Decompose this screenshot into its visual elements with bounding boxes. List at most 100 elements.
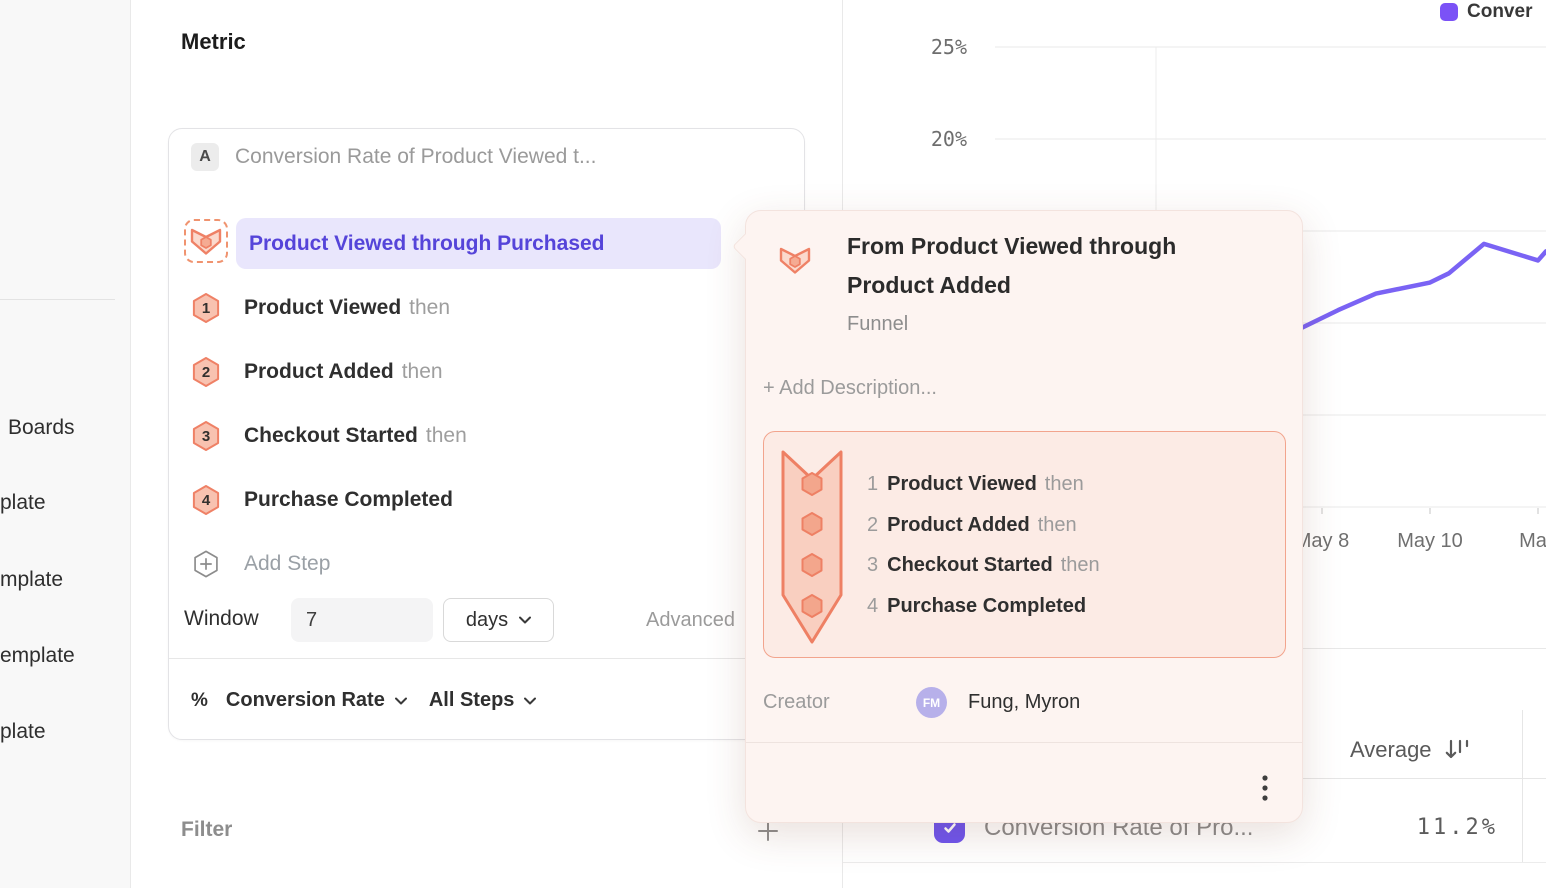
sidebar-item-plate[interactable]: plate: [0, 720, 46, 743]
popover-step-row: 1 Product Viewed then: [867, 464, 1100, 505]
table-column-divider: [1522, 710, 1523, 862]
step-event-name: Purchase Completed: [887, 594, 1087, 617]
funnel-definition-pill[interactable]: Product Viewed through Purchased: [236, 218, 721, 269]
step-number: 1: [867, 472, 879, 495]
creator-avatar: FM: [916, 687, 947, 718]
step-number: 3: [201, 427, 211, 445]
popover-footer-divider: [746, 742, 1302, 743]
popover-step-row: 2 Product Added then: [867, 505, 1100, 546]
checkmark-icon: [943, 822, 956, 833]
step-number: 3: [867, 554, 879, 577]
funnel-step-row[interactable]: 3 Checkout Started then: [191, 421, 751, 485]
more-options-button[interactable]: [1250, 771, 1280, 805]
add-description-link[interactable]: + Add Description...: [763, 377, 937, 399]
step-event-name: Purchase Completed: [244, 488, 453, 511]
window-label: Window: [184, 607, 259, 630]
add-step-label: Add Step: [244, 552, 331, 575]
metric-series-row[interactable]: A Conversion Rate of Product Viewed t...: [191, 142, 596, 172]
step-hexagon-icon: [192, 293, 220, 323]
metric-section-title: Metric: [181, 29, 246, 54]
funnel-details-popover: From Product Viewed through Product Adde…: [732, 210, 1303, 823]
sidebar-item-mplate[interactable]: mplate: [0, 568, 64, 591]
steps-scope-value: All Steps: [428, 689, 515, 711]
left-sidebar: Boards plate mplate emplate plate: [0, 0, 131, 888]
step-number: 4: [867, 594, 879, 617]
step-connector: then: [1037, 513, 1077, 536]
step-connector: then: [1060, 554, 1100, 577]
window-value-input[interactable]: [291, 598, 433, 642]
metric-card-footer: % Conversion Rate All Steps: [169, 658, 804, 740]
chevron-down-icon: [394, 697, 407, 704]
legend-label: Conver: [1467, 1, 1533, 22]
funnel-event-icon-box[interactable]: [184, 219, 228, 263]
step-hexagon-icon: [192, 485, 220, 515]
step-event-name: Product Added: [887, 513, 1030, 536]
sidebar-divider: [0, 299, 115, 300]
step-hexagon-icon: [192, 421, 220, 451]
table-row-average-value: 11.2%: [1416, 815, 1498, 840]
popover-steps-list: 1 Product Viewed then 2 Product Added then 3 Ch…: [867, 464, 1100, 627]
sidebar-item-emplate[interactable]: emplate: [0, 644, 75, 667]
x-axis-tick-label: May 8: [1295, 530, 1349, 552]
funnel-icon: [190, 228, 222, 255]
table-header-average[interactable]: Average: [1350, 737, 1474, 763]
sidebar-item-boards[interactable]: Boards: [8, 416, 75, 439]
step-number: 1: [201, 299, 211, 317]
funnel-step-row[interactable]: 1 Product Viewed then: [191, 293, 751, 357]
funnel-summary-box: 1 Product Viewed then 2 Product Added then 3 Ch…: [763, 431, 1286, 658]
step-connector: then: [409, 296, 451, 319]
conversion-rate-line[interactable]: [1298, 241, 1546, 331]
step-connector: then: [401, 360, 443, 383]
measure-dropdown[interactable]: Conversion Rate: [226, 689, 407, 712]
funnel-step-row[interactable]: 4 Purchase Completed: [191, 485, 751, 549]
step-event-name: Product Viewed: [887, 472, 1037, 495]
sort-descending-icon: [1445, 739, 1468, 759]
funnel-steps-list: 1 Product Viewed then 2 Product Added then 3 Ch…: [191, 293, 751, 549]
step-number: 4: [201, 491, 211, 509]
average-column-label: Average: [1350, 737, 1432, 762]
popover-title: From Product Viewed through Product Adde…: [847, 233, 1177, 298]
steps-scope-dropdown[interactable]: All Steps: [429, 689, 537, 712]
plus-icon: [758, 821, 778, 841]
sidebar-item-plate[interactable]: plate: [0, 491, 46, 514]
funnel-step-row[interactable]: 2 Product Added then: [191, 357, 751, 421]
step-event-name: Checkout Started: [244, 424, 418, 447]
step-number: 2: [867, 513, 879, 536]
creator-label: Creator: [763, 691, 830, 713]
popover-subtitle: Funnel: [847, 313, 909, 335]
step-number: 2: [201, 363, 211, 381]
advanced-link[interactable]: Advanced: [646, 609, 735, 631]
kebab-menu-icon: [1262, 775, 1268, 801]
y-axis-tick-label: 25%: [931, 35, 967, 59]
x-axis-tick-label: May 10: [1397, 530, 1463, 552]
step-connector: then: [1044, 472, 1084, 495]
step-event-name: Product Added: [244, 360, 394, 383]
chart-legend[interactable]: Conver: [1440, 1, 1532, 23]
add-step-hexagon-icon: [194, 550, 218, 578]
filter-section-title: Filter: [181, 818, 233, 841]
funnel-icon: [779, 247, 811, 274]
window-unit-select[interactable]: days: [443, 598, 554, 642]
creator-name: Fung, Myron: [968, 691, 1081, 713]
x-axis-tick-label: May: [1519, 530, 1546, 552]
metric-card: A Conversion Rate of Product Viewed t...…: [168, 128, 805, 740]
window-unit-value: days: [465, 608, 509, 631]
funnel-pill-label: Product Viewed through Purchased: [249, 231, 605, 255]
add-step-button[interactable]: Add Step: [192, 550, 330, 578]
legend-swatch: [1440, 3, 1458, 21]
percent-icon: %: [191, 689, 208, 711]
popover-step-row: 4 Purchase Completed: [867, 586, 1100, 627]
measure-dropdown-value: Conversion Rate: [225, 689, 385, 711]
chevron-down-icon: [524, 697, 537, 704]
funnel-banner-graphic: [781, 450, 843, 644]
step-hexagon-icon: [192, 357, 220, 387]
step-event-name: Checkout Started: [887, 554, 1053, 577]
add-filter-button[interactable]: [755, 818, 781, 844]
chevron-down-icon: [519, 616, 532, 624]
popover-step-row: 3 Checkout Started then: [867, 545, 1100, 586]
series-a-badge: A: [191, 143, 219, 171]
y-axis-tick-label: 20%: [931, 127, 967, 151]
table-row-border: [843, 862, 1546, 863]
step-connector: then: [425, 424, 467, 447]
